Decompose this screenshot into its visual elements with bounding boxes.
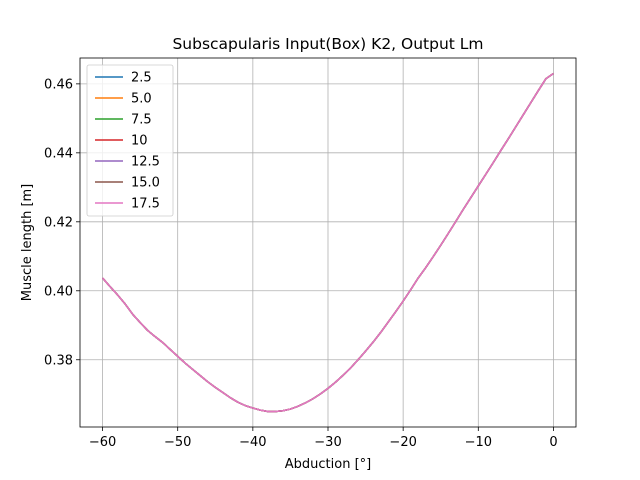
grid — [80, 58, 576, 427]
x-tick-label: −60 — [89, 435, 116, 450]
legend-label: 17.5 — [131, 197, 160, 212]
series-line-6 — [101, 72, 554, 413]
x-tick-label: −40 — [239, 435, 266, 450]
x-tick-label: −20 — [389, 435, 416, 450]
x-axis-label: Abduction [°] — [285, 457, 371, 472]
axis-ticks: −60 −50 −40 −30 −20 −10 0 0.38 0.40 0.42 0.44 0.46 — [44, 77, 558, 450]
legend-label: 12.5 — [131, 155, 160, 170]
y-tick-label: 0.38 — [44, 353, 73, 368]
y-tick-label: 0.42 — [44, 215, 73, 230]
y-tick-label: 0.44 — [44, 146, 73, 161]
x-tick-label: 0 — [549, 435, 557, 450]
legend-label: 5.0 — [131, 92, 152, 107]
legend-label: 2.5 — [131, 71, 152, 86]
legend-label: 10 — [131, 134, 148, 149]
legend-box — [86, 64, 174, 217]
series-lines — [101, 72, 554, 413]
y-axis-label: Muscle length [m] — [20, 184, 35, 302]
legend-label: 15.0 — [131, 176, 160, 191]
x-tick-label: −50 — [164, 435, 191, 450]
legend-label: 7.5 — [131, 113, 152, 128]
chart-title: Subscapularis Input(Box) K2, Output Lm — [172, 35, 483, 53]
y-tick-label: 0.46 — [44, 77, 73, 92]
y-tick-label: 0.40 — [44, 284, 73, 299]
x-tick-label: −30 — [314, 435, 341, 450]
x-tick-label: −10 — [465, 435, 492, 450]
legend: 2.5 5.0 7.5 10 12.5 15.0 17.5 — [86, 64, 174, 217]
